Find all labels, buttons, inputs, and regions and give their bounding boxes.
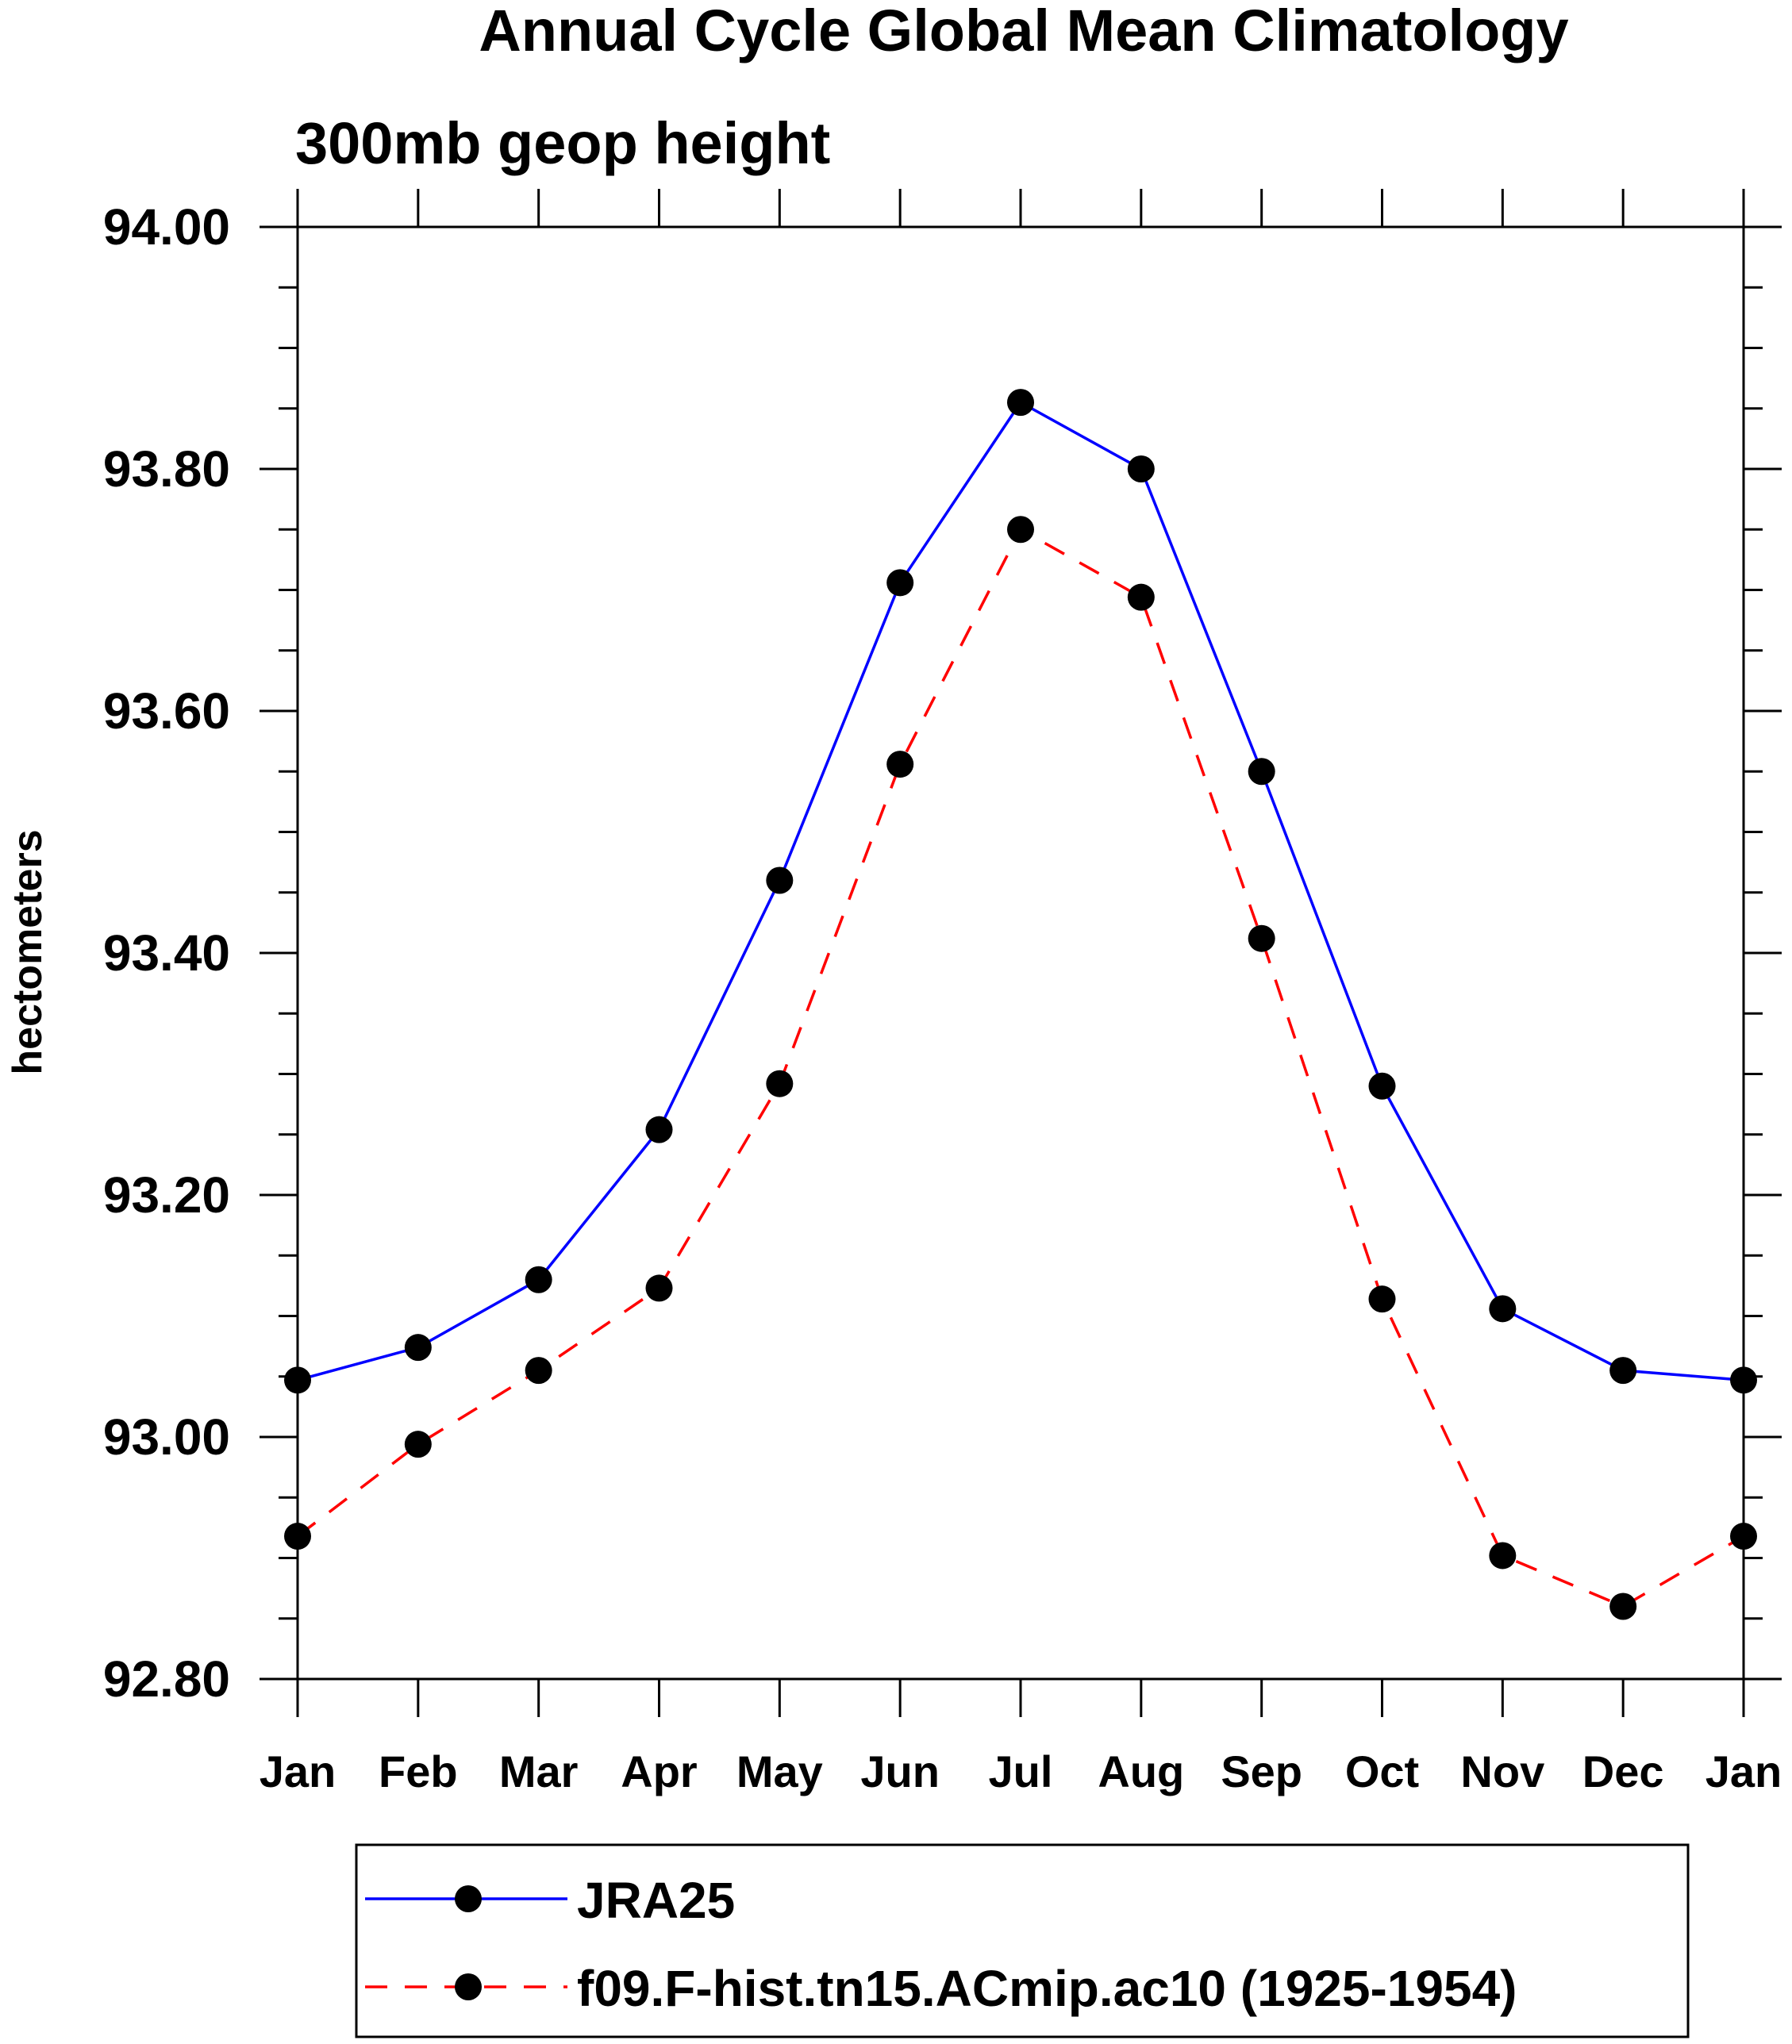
series-0-point: [525, 1266, 552, 1293]
legend-label-1: f09.F-hist.tn15.ACmip.ac10 (1925-1954): [577, 1960, 1517, 2017]
x-tick-label: May: [736, 1746, 823, 1796]
series-line-1: [296, 527, 1744, 1608]
x-tick-label: Jun: [860, 1746, 940, 1796]
y-tick-label: 93.40: [103, 924, 230, 982]
series-1-point: [525, 1357, 552, 1385]
x-tick-label: Feb: [379, 1746, 458, 1796]
y-tick-label: 93.20: [103, 1166, 230, 1224]
series-1-point: [1609, 1593, 1637, 1620]
series-0-point: [1127, 455, 1155, 482]
series-1-point: [1730, 1523, 1757, 1550]
series-0-point: [645, 1116, 673, 1143]
series-1-point: [1368, 1285, 1396, 1313]
chart-subtitle: 300mb geop height: [295, 110, 830, 176]
series-0-point: [1248, 758, 1275, 786]
legend-label-0: JRA25: [577, 1872, 735, 1929]
series-0-point: [284, 1366, 311, 1394]
series-0-point: [1368, 1072, 1396, 1100]
series-0-point: [1007, 389, 1034, 417]
series-1-point: [1248, 924, 1275, 952]
series-0-point: [1489, 1295, 1517, 1323]
y-tick-label: 93.00: [103, 1408, 230, 1466]
x-tick-label: Jul: [989, 1746, 1053, 1796]
series-0-point: [1609, 1357, 1637, 1385]
series-0-point: [404, 1334, 432, 1362]
series-line-0: [297, 400, 1744, 1382]
x-tick-label: Aug: [1098, 1746, 1184, 1796]
series-1-point: [1007, 516, 1034, 544]
series-1-point: [766, 1070, 794, 1097]
x-tick-label: Nov: [1460, 1746, 1544, 1796]
x-tick-label: Jan: [260, 1746, 336, 1796]
series-1-point: [645, 1274, 673, 1302]
series-1-point: [284, 1523, 311, 1550]
series-1-point: [1489, 1542, 1517, 1570]
series-0-point: [886, 569, 914, 597]
series-layer: [284, 389, 1757, 1620]
x-tick-label: Oct: [1345, 1746, 1419, 1796]
x-tick-label: Apr: [621, 1746, 697, 1796]
chart-title: Annual Cycle Global Mean Climatology: [479, 0, 1568, 63]
legend-marker-1: [455, 1973, 482, 2000]
y-tick-label: 92.80: [103, 1650, 230, 1708]
series-0-point: [766, 866, 794, 894]
plot-frame: [296, 225, 1745, 1681]
series-1-point: [1127, 583, 1155, 611]
series-1-point: [404, 1431, 432, 1458]
legend-marker-0: [455, 1885, 482, 1912]
x-tick-label: Dec: [1582, 1746, 1664, 1796]
y-axis-label: hectometers: [5, 829, 51, 1074]
legend-box: [355, 1843, 1690, 2038]
x-axis-ticks: Jan Feb Mar Apr May Jun Jul Aug Sep Oct Nov Dec Jan: [260, 189, 1782, 1796]
legend: JRA25 f09.F-hist.tn15.ACmip.ac10 (1925-19…: [355, 1843, 1690, 2038]
y-tick-label: 93.80: [103, 440, 230, 498]
y-tick-label: 94.00: [103, 198, 230, 256]
series-0-point: [1730, 1366, 1757, 1394]
x-tick-label: Mar: [499, 1746, 579, 1796]
y-tick-label: 93.60: [103, 682, 230, 740]
series-1-point: [886, 751, 914, 778]
x-tick-label: Sep: [1221, 1746, 1302, 1796]
y-axis-ticks: 92.80 93.00 93.20 93.40 93.60 93.80 94.00: [103, 198, 1782, 1708]
x-tick-label: Jan: [1705, 1746, 1782, 1796]
